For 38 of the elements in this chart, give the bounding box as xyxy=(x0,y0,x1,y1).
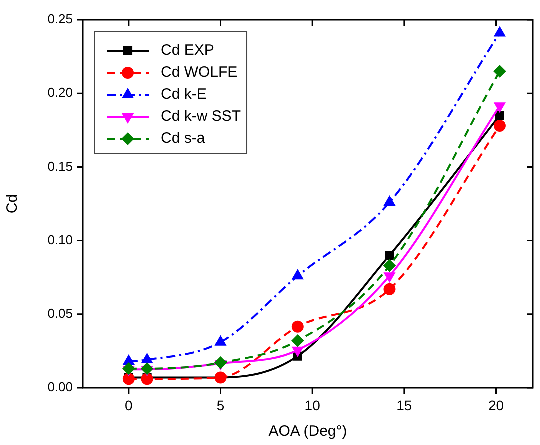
legend-label: Cd s-a xyxy=(161,130,206,148)
point xyxy=(494,66,506,78)
point xyxy=(292,346,304,356)
point xyxy=(494,27,506,37)
point xyxy=(122,362,135,375)
point xyxy=(494,120,506,132)
point xyxy=(384,196,396,206)
x-tick-label: 20 xyxy=(488,397,504,414)
point xyxy=(384,283,396,296)
y-tick-label: 0.00 xyxy=(48,380,73,395)
y-tick-label: 0.05 xyxy=(48,306,73,321)
point xyxy=(384,260,396,272)
y-tick-label: 0.10 xyxy=(48,232,73,248)
legend-label: Cd WOLFE xyxy=(161,64,238,82)
point xyxy=(215,336,226,346)
point xyxy=(141,373,154,386)
point xyxy=(292,334,304,347)
x-tick-label: 10 xyxy=(304,397,321,414)
point xyxy=(385,250,394,260)
y-tick-label: 0.25 xyxy=(48,12,73,27)
point xyxy=(292,270,304,280)
y-tick-label: 0.15 xyxy=(48,158,73,174)
x-axis-title: AOA (Deg°) xyxy=(268,423,348,440)
point xyxy=(142,354,153,364)
point xyxy=(141,362,154,375)
point xyxy=(124,356,134,366)
x-tick-label: 15 xyxy=(396,397,412,414)
x-tick-label: 0 xyxy=(125,397,134,414)
legend-label: Cd EXP xyxy=(161,42,214,60)
point xyxy=(214,356,227,369)
y-tick-label: 0.20 xyxy=(48,85,73,100)
point xyxy=(495,111,504,120)
x-tick-label: 5 xyxy=(216,397,225,414)
y-axis-title: Cd xyxy=(4,194,22,214)
point xyxy=(292,320,304,333)
legend-label: Cd k-E xyxy=(161,86,207,104)
point xyxy=(122,373,135,386)
legend-label: Cd k-w SST xyxy=(161,108,242,126)
